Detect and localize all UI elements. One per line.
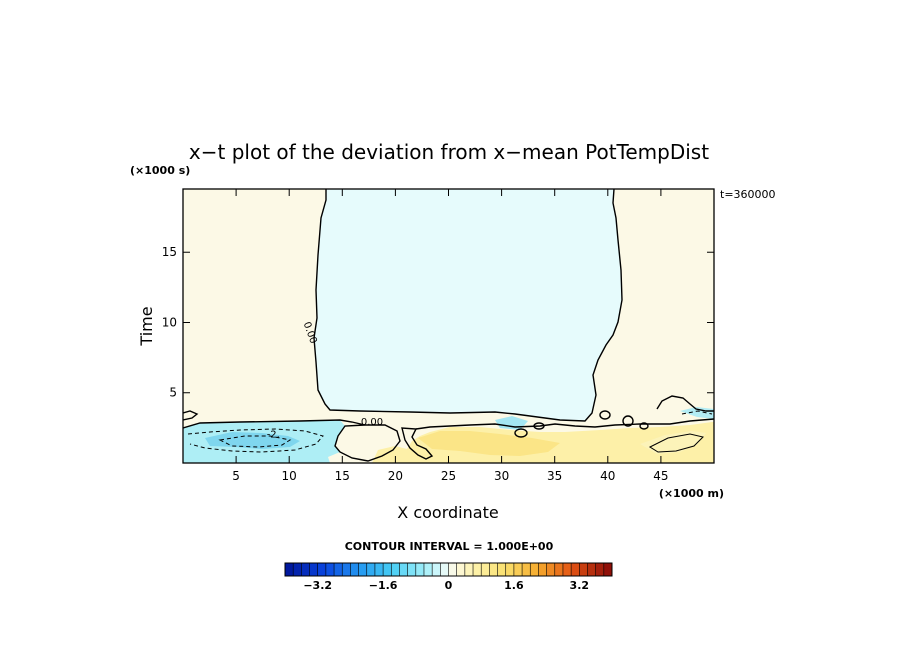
chart-title: x−t plot of the deviation from x−mean Po… bbox=[189, 140, 709, 164]
contour-zero-small-loop-5 bbox=[533, 422, 545, 430]
colorbar-swatch bbox=[546, 563, 556, 576]
colorbar-swatch bbox=[374, 563, 384, 576]
contour-zero-main bbox=[313, 189, 623, 422]
colorbar-swatch bbox=[317, 563, 327, 576]
contour-zero-small-loop-2 bbox=[639, 422, 649, 430]
colorbar-swatch bbox=[423, 563, 433, 576]
x-tick-label: 10 bbox=[282, 469, 297, 483]
colorbar-swatch bbox=[391, 563, 400, 576]
colorbar-swatch bbox=[522, 563, 531, 576]
colorbar-swatch bbox=[285, 563, 294, 576]
contour-lines bbox=[183, 189, 714, 462]
contour-zero-small-loop-3 bbox=[599, 410, 611, 420]
plot-area: 0.000.00-2. bbox=[183, 189, 714, 463]
contour-zero-left-edge bbox=[183, 410, 199, 421]
colorbar-swatch bbox=[325, 563, 335, 576]
contour-label: -2. bbox=[267, 430, 280, 441]
contour-zero-bubble-2 bbox=[401, 427, 434, 460]
colorbar-swatch bbox=[440, 563, 449, 576]
colorbar-swatch bbox=[554, 563, 564, 576]
colorbar-swatch bbox=[473, 563, 482, 576]
colorbar-swatch bbox=[358, 563, 368, 576]
contour-zero-bubble-1 bbox=[334, 424, 401, 462]
colorbar-swatch bbox=[481, 563, 490, 576]
colorbar-swatch bbox=[432, 563, 441, 576]
contour-zero-small-loop-4 bbox=[514, 428, 528, 438]
y-tick-label: 15 bbox=[162, 245, 177, 259]
colorbar-swatch bbox=[407, 563, 417, 576]
colorbar-swatch bbox=[301, 563, 310, 576]
x-unit-label: (×1000 m) bbox=[659, 487, 724, 500]
x-axis-ticks: 5 10 15 20 25 30 35 40 45 bbox=[232, 189, 669, 483]
colorbar-swatch bbox=[383, 563, 392, 576]
contour-neg-2 bbox=[218, 435, 292, 448]
colorbar-swatch bbox=[579, 563, 588, 576]
x-tick-label: 25 bbox=[441, 469, 456, 483]
colorbar: −3.2 −1.6 0 1.6 3.2 bbox=[284, 562, 613, 592]
colorbar-swatch bbox=[505, 563, 515, 576]
colorbar-swatch bbox=[530, 563, 539, 576]
region-right-edge-cyan bbox=[680, 407, 714, 419]
colorbar-swatch bbox=[489, 563, 498, 576]
y-axis-ticks: 5 10 15 bbox=[162, 245, 714, 400]
contour-neg-1 bbox=[187, 428, 324, 453]
x-tick-label: 35 bbox=[547, 469, 562, 483]
colorbar-tick-label: −3.2 bbox=[303, 579, 332, 592]
x-axis-label: X coordinate bbox=[397, 503, 498, 522]
region-lower-band-right bbox=[640, 431, 706, 454]
colorbar-swatch bbox=[415, 563, 425, 576]
colorbar-swatch bbox=[513, 563, 523, 576]
contour-zero-lower-center bbox=[415, 418, 714, 430]
x-tick-label: 5 bbox=[232, 469, 240, 483]
x-tick-label: 20 bbox=[388, 469, 403, 483]
colorbar-tick-label: 3.2 bbox=[570, 579, 590, 592]
contour-lines-positive bbox=[648, 433, 704, 453]
colorbar-swatch bbox=[595, 563, 605, 576]
contour-zero-right-loop bbox=[656, 395, 714, 412]
colorbar-swatch bbox=[587, 563, 596, 576]
contour-zero-small-loop-1 bbox=[622, 415, 634, 427]
x-tick-label: 15 bbox=[335, 469, 350, 483]
colorbar-swatch bbox=[538, 563, 547, 576]
contour-pos-1 bbox=[648, 433, 704, 453]
contour-lines-negative bbox=[187, 410, 713, 453]
x-tick-label: 40 bbox=[600, 469, 615, 483]
contour-label: 0.00 bbox=[361, 417, 383, 428]
colorbar-swatch bbox=[571, 563, 580, 576]
colorbar-swatch bbox=[562, 563, 572, 576]
x-tick-label: 45 bbox=[653, 469, 668, 483]
colorbar-swatch bbox=[366, 563, 376, 576]
colorbar-tick-label: −1.6 bbox=[369, 579, 398, 592]
contour-interval-label: CONTOUR INTERVAL = 1.000E+00 bbox=[345, 540, 554, 553]
y-unit-label: (×1000 s) bbox=[130, 164, 190, 177]
colorbar-tick-label: 1.6 bbox=[504, 579, 524, 592]
colorbar-swatch bbox=[309, 563, 318, 576]
colorbar-swatch bbox=[293, 563, 302, 576]
y-axis-label: Time bbox=[137, 306, 156, 346]
colorbar-tick-label: 0 bbox=[445, 579, 453, 592]
colorbar-swatch bbox=[497, 563, 507, 576]
y-tick-label: 10 bbox=[162, 315, 177, 329]
time-stamp-label: t=360000 bbox=[720, 188, 776, 201]
colorbar-frame bbox=[284, 562, 613, 577]
x-tick-label: 30 bbox=[494, 469, 509, 483]
region-upper-center bbox=[314, 189, 622, 421]
colorbar-swatch bbox=[603, 563, 613, 576]
region-lower-band-center-core bbox=[418, 431, 560, 456]
contour-zero-lower-left bbox=[183, 419, 366, 429]
colorbar-swatch bbox=[399, 563, 408, 576]
colorbar-swatch bbox=[342, 563, 351, 576]
y-tick-label: 5 bbox=[169, 386, 177, 400]
colorbar-swatch bbox=[456, 563, 466, 576]
colorbar-swatch bbox=[448, 563, 457, 576]
colorbar-swatch bbox=[334, 563, 343, 576]
colorbar-swatch bbox=[464, 563, 474, 576]
contour-neg-3 bbox=[681, 410, 713, 415]
colorbar-swatch bbox=[350, 563, 359, 576]
